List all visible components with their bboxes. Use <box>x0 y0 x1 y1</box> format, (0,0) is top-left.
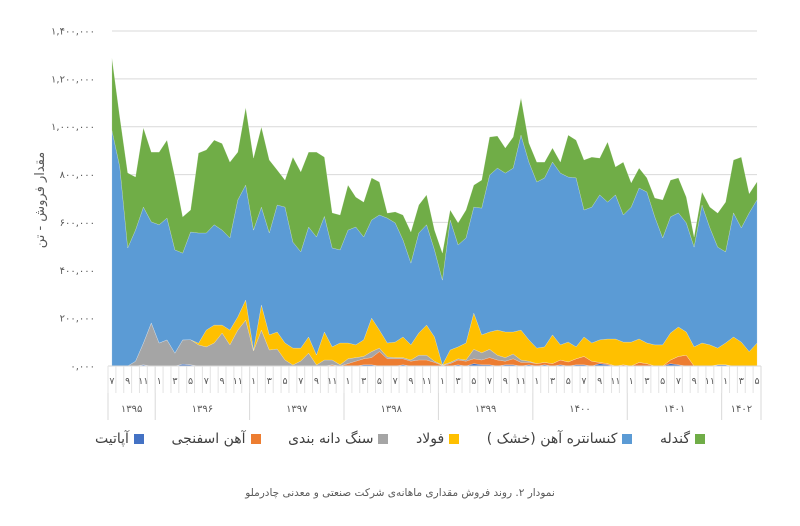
figure-caption: نمودار ۲. روند فروش مقداری ماهانه‌ی شرکت… <box>245 487 555 499</box>
y-tick-label: ۲۰۰,۰۰۰ <box>60 314 95 325</box>
month-tick-label: ۳ <box>739 376 744 387</box>
stacked-area-chart: ۰,۰۰۰ ۲۰۰,۰۰۰ ۴۰۰,۰۰۰ ۶۰۰,۰۰۰ ۸۰۰,۰۰۰ ۱,۰۰۰,۰… <box>33 27 762 420</box>
month-tick-label: ۷ <box>298 376 303 387</box>
year-label: ۱۳۹۶ <box>192 404 213 415</box>
year-label: ۱۴۰۲ <box>731 404 752 415</box>
legend-swatch <box>378 434 389 444</box>
month-tick-label: ۱۱ <box>327 376 337 387</box>
month-tick-label: ۱ <box>629 376 634 387</box>
month-tick-label: ۱ <box>723 376 728 387</box>
month-tick-label: ۵ <box>377 376 382 387</box>
legend-item: آهن اسفنجی <box>172 431 261 447</box>
month-tick-label: ۱ <box>251 376 256 387</box>
year-label: ۱۳۹۸ <box>380 404 402 415</box>
month-tick-label: ۹ <box>503 376 508 387</box>
y-tick-label: ۱,۴۰۰,۰۰۰ <box>51 27 95 38</box>
month-tick-label: ۹ <box>125 376 130 387</box>
month-tick-label: ۱ <box>157 376 162 387</box>
legend-swatch <box>250 434 261 444</box>
legend-label: فولاد <box>416 431 445 447</box>
month-tick-label: ۹ <box>692 376 697 387</box>
month-tick-label: ۱۱ <box>422 376 432 387</box>
legend-label: سنگ دانه بندی <box>288 431 374 447</box>
y-tick-label: ۱,۰۰۰,۰۰۰ <box>51 122 95 133</box>
series-areas <box>111 58 758 367</box>
y-tick-label: ۴۰۰,۰۰۰ <box>60 266 95 277</box>
month-tick-label: ۳ <box>456 376 461 387</box>
legend-item: کنسانتره آهن (خشک ) <box>487 431 633 447</box>
area-series-5 <box>111 58 758 281</box>
year-label: ۱۴۰۱ <box>664 404 685 415</box>
month-tick-label: ۵ <box>471 376 476 387</box>
year-label: ۱۳۹۵ <box>121 404 142 415</box>
legend-label: گندله <box>659 431 690 447</box>
legend-swatch <box>449 434 460 444</box>
month-tick-label: ۱۱ <box>233 376 243 387</box>
legend-label: آهن اسفنجی <box>171 431 246 447</box>
month-tick-label: ۹ <box>220 376 225 387</box>
month-tick-label: ۵ <box>188 376 193 387</box>
month-tick-label: ۱ <box>345 376 350 387</box>
month-tick-label: ۳ <box>644 376 649 387</box>
year-label: ۱۳۹۷ <box>286 404 308 415</box>
month-tick-label: ۷ <box>676 376 681 387</box>
month-tick-label: ۷ <box>204 376 209 387</box>
legend-item: فولاد <box>416 431 460 447</box>
month-tick-label: ۷ <box>109 376 114 387</box>
month-tick-label: ۵ <box>282 376 287 387</box>
month-tick-label: ۹ <box>597 376 602 387</box>
month-tick-label: ۷ <box>393 376 398 387</box>
month-tick-label: ۱ <box>440 376 445 387</box>
legend-item: گندله <box>660 431 705 447</box>
month-tick-label: ۳ <box>267 376 272 387</box>
month-tick-label: ۹ <box>314 376 319 387</box>
month-tick-label: ۳ <box>361 376 366 387</box>
month-tick-label: ۳ <box>550 376 555 387</box>
year-label: ۱۴۰۰ <box>569 404 590 415</box>
month-tick-label: ۱ <box>534 376 539 387</box>
month-tick-label: ۱۱ <box>610 376 620 387</box>
month-tick-label: ۷ <box>487 376 492 387</box>
month-tick-label: ۱۱ <box>516 376 526 387</box>
legend: گندله کنسانتره آهن (خشک ) فولاد سنگ دانه بن… <box>95 431 705 447</box>
legend-swatch <box>133 434 144 444</box>
legend-label: کنسانتره آهن (خشک ) <box>486 431 618 447</box>
month-tick-label: ۵ <box>755 376 760 387</box>
y-axis-tick-labels: ۰,۰۰۰ ۲۰۰,۰۰۰ ۴۰۰,۰۰۰ ۶۰۰,۰۰۰ ۸۰۰,۰۰۰ ۱,۰۰۰,۰… <box>51 27 95 373</box>
year-label: ۱۳۹۹ <box>475 404 496 415</box>
month-tick-label: ۹ <box>408 376 413 387</box>
month-tick-label: ۱۱ <box>138 376 148 387</box>
month-tick-label: ۱۱ <box>705 376 715 387</box>
legend-item: سنگ دانه بندی <box>288 431 389 447</box>
month-tick-label: ۷ <box>581 376 586 387</box>
y-axis-title: مقدار فروش - تن <box>33 152 48 248</box>
legend-label: آپاتیت <box>95 431 129 447</box>
legend-swatch <box>622 434 633 444</box>
y-tick-label: ۰,۰۰۰ <box>70 362 95 373</box>
y-tick-label: ۶۰۰,۰۰۰ <box>60 218 95 229</box>
y-tick-label: ۸۰۰,۰۰۰ <box>60 170 95 181</box>
month-tick-label: ۵ <box>566 376 571 387</box>
y-tick-label: ۱,۲۰۰,۰۰۰ <box>51 74 95 85</box>
month-tick-label: ۳ <box>172 376 177 387</box>
legend-item: آپاتیت <box>95 431 144 447</box>
month-tick-label: ۵ <box>660 376 665 387</box>
legend-swatch <box>695 434 705 444</box>
